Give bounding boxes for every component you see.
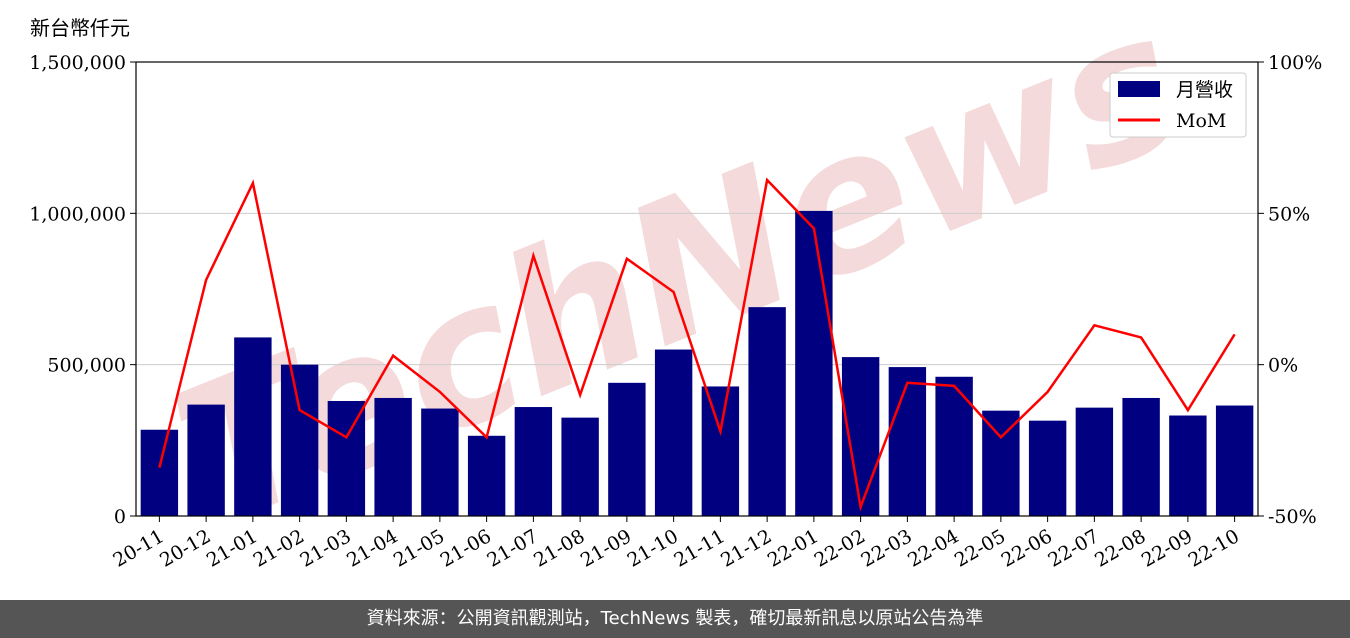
bar-20-11 <box>140 429 179 516</box>
bar-21-08 <box>561 417 599 516</box>
right-tick-label: 100% <box>1268 52 1322 74</box>
bar-21-07 <box>514 407 553 516</box>
x-tick-label: 22-05 <box>951 525 1009 571</box>
mom-line-series <box>158 177 1236 512</box>
bar-21-04 <box>374 397 412 516</box>
x-tick-label: 22-10 <box>1185 525 1243 571</box>
plot-frame <box>135 61 1259 517</box>
x-tick-label: 21-11 <box>670 525 728 571</box>
bar-21-06 <box>467 435 506 516</box>
bar-21-01 <box>234 337 272 516</box>
left-tick-label: 1,500,000 <box>29 52 126 74</box>
mom-line <box>158 177 1236 512</box>
x-tick-label: 22-09 <box>1138 525 1196 571</box>
bar-22-01 <box>795 210 833 517</box>
right-tick-label: 0% <box>1268 355 1298 377</box>
x-tick-label: 20-11 <box>109 525 167 571</box>
bar-22-07 <box>1075 407 1114 516</box>
x-tick-label: 21-09 <box>577 525 635 571</box>
bar-22-09 <box>1169 415 1207 516</box>
legend-label-mom: MoM <box>1176 110 1226 132</box>
bar-22-10 <box>1215 405 1254 516</box>
bar-21-03 <box>327 400 366 516</box>
left-tick-label: 1,000,000 <box>29 203 126 225</box>
bar-21-05 <box>421 408 459 516</box>
legend: 月營收 MoM <box>1109 72 1247 138</box>
x-tick-label: 21-06 <box>437 525 495 571</box>
bar-22-06 <box>1028 420 1067 516</box>
revenue-chart: TechNews 0500,0001,000,0001,500,000-50%0… <box>29 0 1322 572</box>
right-tick-label: 50% <box>1268 203 1310 225</box>
x-tick-label: 21-10 <box>624 525 682 571</box>
y-axis-unit-label: 新台幣仟元 <box>30 16 130 40</box>
x-tick-label: 21-08 <box>530 525 588 571</box>
right-tick-label: -50% <box>1268 506 1317 528</box>
bar-21-10 <box>654 349 693 516</box>
x-tick-label: 21-05 <box>390 525 448 571</box>
left-tick-label: 500,000 <box>47 355 126 377</box>
bar-21-11 <box>701 386 740 516</box>
legend-bar-swatch <box>1118 81 1160 97</box>
x-tick-label: 22-04 <box>904 525 962 571</box>
bar-22-04 <box>935 376 973 516</box>
bar-22-03 <box>888 367 927 516</box>
x-tick-label: 20-12 <box>156 525 214 571</box>
x-tick-label: 21-07 <box>483 525 541 571</box>
bar-21-12 <box>748 307 786 516</box>
x-tick-label: 22-06 <box>998 525 1056 571</box>
bar-21-02 <box>280 364 319 516</box>
bar-20-12 <box>187 404 225 516</box>
x-tick-label: 22-08 <box>1091 525 1149 571</box>
x-tick-label: 22-03 <box>857 525 915 571</box>
x-tick-label: 22-07 <box>1044 525 1102 571</box>
bar-22-05 <box>982 410 1020 516</box>
left-tick-label: 0 <box>114 506 126 528</box>
x-tick-label: 21-04 <box>343 525 401 571</box>
x-tick-label: 22-01 <box>764 525 822 571</box>
x-tick-label: 22-02 <box>811 525 869 571</box>
bar-21-09 <box>608 382 646 516</box>
source-footer: 資料來源：公開資訊觀測站，TechNews 製表，確切最新訊息以原站公告為準 <box>0 600 1350 638</box>
legend-label-revenue: 月營收 <box>1176 79 1233 101</box>
x-tick-label: 21-12 <box>717 525 775 571</box>
bar-series <box>140 210 1254 517</box>
bar-22-08 <box>1122 397 1160 516</box>
